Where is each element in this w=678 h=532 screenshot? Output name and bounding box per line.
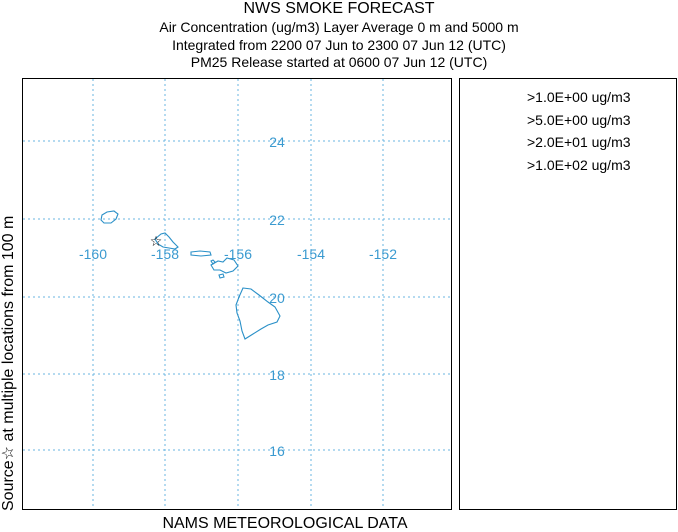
lon-label: -152	[369, 246, 397, 262]
map-panel: ☆ -160 -158 -156 -154 -152 24 22 20 18 1…	[22, 78, 452, 510]
lon-label: -156	[224, 246, 252, 262]
integration-period: Integrated from 2200 07 Jun to 2300 07 J…	[172, 37, 506, 53]
legend-item: >2.0E+01 ug/m3	[527, 134, 631, 150]
meteorological-data-footer: NAMS METEOROLOGICAL DATA	[162, 515, 408, 532]
source-location-label: Source☆ at multiple locations from 100 m	[0, 215, 17, 511]
legend-item: >5.0E+00 ug/m3	[527, 112, 631, 128]
forecast-title: NWS SMOKE FORECAST	[243, 0, 435, 17]
kauai-island	[100, 210, 119, 224]
legend-item: >1.0E+00 ug/m3	[527, 89, 631, 105]
source-star-marker: ☆	[150, 233, 163, 249]
lat-label: 20	[269, 290, 285, 306]
lat-label: 18	[269, 367, 285, 383]
kahoolawe-island	[218, 273, 225, 279]
lat-label: 16	[269, 443, 285, 459]
oahu-island	[154, 232, 179, 250]
maui-island	[210, 257, 239, 274]
molokai-island	[190, 250, 212, 257]
legend-item: >1.0E+02 ug/m3	[527, 157, 631, 173]
map-canvas: ☆ -160 -158 -156 -154 -152 24 22 20 18 1…	[23, 79, 451, 509]
lanai-island	[210, 259, 216, 265]
lon-label: -154	[297, 246, 325, 262]
legend-panel: >1.0E+00 ug/m3 >5.0E+00 ug/m3 >2.0E+01 u…	[459, 78, 677, 510]
release-info: PM25 Release started at 0600 07 Jun 12 (…	[190, 54, 488, 70]
lon-label: -158	[151, 246, 179, 262]
lat-label: 24	[269, 134, 285, 150]
hawaii-island	[235, 287, 281, 340]
concentration-subtitle: Air Concentration (ug/m3) Layer Average …	[159, 19, 519, 35]
lat-label: 22	[269, 212, 285, 228]
lon-label: -160	[79, 246, 107, 262]
